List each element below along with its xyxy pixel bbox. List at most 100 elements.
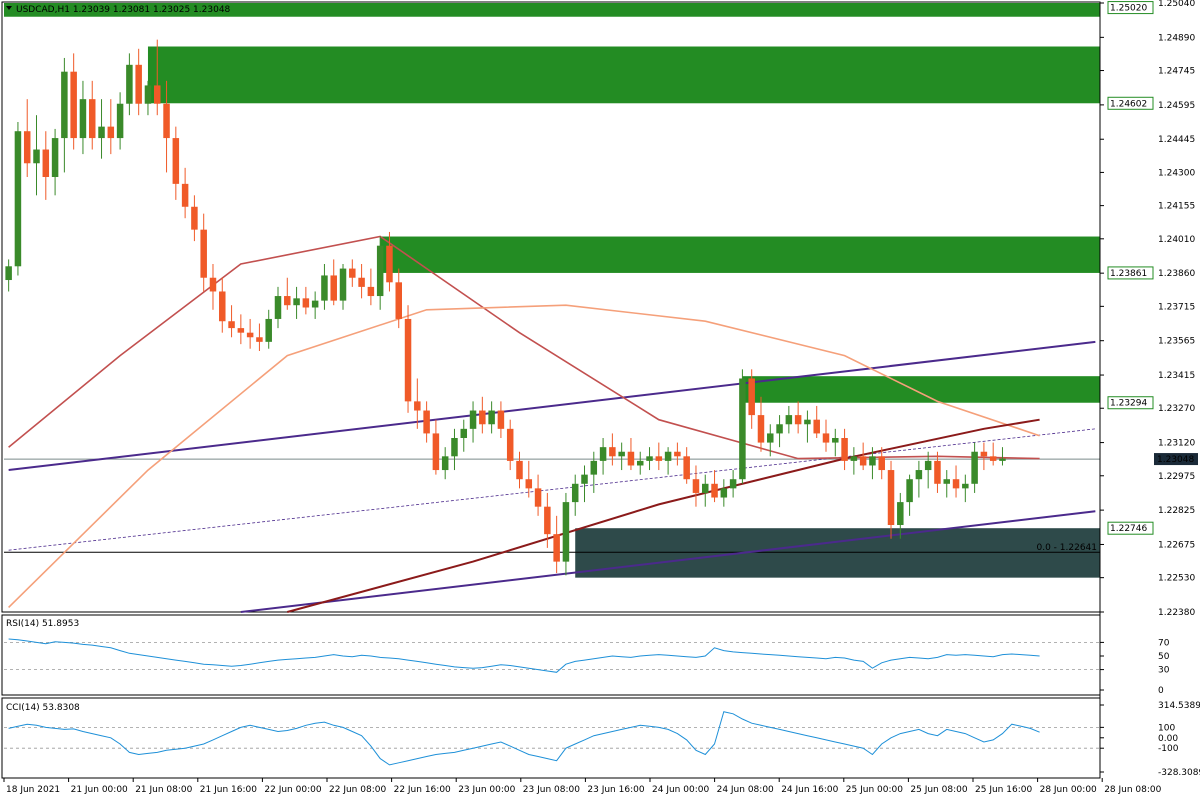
level-label: 1.23294 <box>1110 399 1147 409</box>
price-tick-label: 1.24595 <box>1158 101 1195 111</box>
candle-body <box>692 479 700 493</box>
candle-body <box>859 456 867 466</box>
zones-group <box>4 3 1101 578</box>
trendline-lower-channel <box>240 510 1096 613</box>
candle-body <box>172 138 180 184</box>
candle-body <box>739 378 746 480</box>
cci-title: CCI(14) 53.8308 <box>6 703 80 713</box>
time-tick-label: 18 Jun 2021 <box>6 785 60 795</box>
time-tick-label: 21 Jun 08:00 <box>135 785 192 795</box>
candle-body <box>404 318 412 402</box>
rsi-panel-frame <box>1 614 1101 696</box>
symbol-title: USDCAD,H1 1.23039 1.23081 1.23025 1.2304… <box>16 5 231 15</box>
candle-body <box>590 460 598 475</box>
price-tick-label: 1.23715 <box>1158 302 1195 312</box>
candle-body <box>367 286 375 297</box>
price-tick-label: 1.23270 <box>1158 404 1195 414</box>
price-axis: 1.25040 1.24890 1.24745 1.24595 1.24445 1.243… <box>1099 0 1200 778</box>
price-tick-label: 1.22675 <box>1158 540 1195 550</box>
candle-body <box>441 456 449 471</box>
cci-panel[interactable]: CCI(14) 53.8308 <box>1 697 1101 779</box>
candle-body <box>516 460 523 480</box>
candle-body <box>767 433 774 443</box>
candle-body <box>432 433 440 471</box>
rsi-content <box>4 638 1100 673</box>
candle-body <box>804 419 811 425</box>
price-tick-label: 1.24890 <box>1158 33 1195 43</box>
current-price-label: 1.23048 <box>1157 455 1194 465</box>
candle-body <box>488 410 495 425</box>
price-panel[interactable]: 1.25020 1.24602 1.23861 1.23294 1.22746 0.0 -… <box>1 1 1154 613</box>
price-tick-label: 1.24155 <box>1158 202 1195 212</box>
current-price-tag <box>1154 453 1198 466</box>
cci-panel-frame <box>1 697 1101 779</box>
candle-body <box>497 410 505 429</box>
candle-body <box>181 183 189 207</box>
candle-body <box>702 483 709 493</box>
price-tick-label: 1.23120 <box>1158 439 1195 449</box>
price-tick-label: 1.23565 <box>1158 337 1195 347</box>
trendlines-group <box>8 340 1096 613</box>
moving-average-ma_slow <box>287 418 1040 613</box>
candle-body <box>683 456 690 480</box>
triangle-down-icon[interactable] <box>6 6 12 10</box>
candle-body <box>627 451 635 466</box>
candle-body <box>51 138 59 177</box>
candle-body <box>358 277 365 287</box>
candle-body <box>887 470 895 525</box>
candle-body <box>711 483 718 498</box>
candle-body <box>794 415 802 425</box>
candle-body <box>832 438 839 443</box>
candle-body <box>61 71 68 139</box>
candle-body <box>897 502 904 525</box>
candle-body <box>237 328 245 333</box>
time-tick-label: 22 Jun 16:00 <box>394 785 451 795</box>
level-label-box <box>1107 266 1154 280</box>
price-tick-label: 1.23860 <box>1158 269 1195 279</box>
time-tick-label: 21 Jun 00:00 <box>71 785 128 795</box>
indicator-tick-label: -328.3089 <box>1158 768 1200 778</box>
price-tick-label: 1.24300 <box>1158 168 1195 178</box>
candle-body <box>943 479 950 484</box>
candle-body <box>609 447 616 457</box>
candle-body <box>33 149 40 164</box>
candle-body <box>414 401 421 411</box>
rsi-panel[interactable]: RSI(14) 51.8953 <box>1 614 1101 696</box>
time-tick-label: 25 Jun 16:00 <box>975 785 1032 795</box>
candle-body <box>116 103 124 139</box>
fib-zero-label: 0.0 - 1.22641 <box>1037 543 1098 553</box>
indicator-tick-label: 30 <box>1158 666 1170 676</box>
candle-body <box>293 298 300 306</box>
level-label-box <box>1107 1 1154 15</box>
candle-body <box>88 99 96 139</box>
indicator-line <box>8 638 1040 673</box>
indicator-tick-label: 70 <box>1158 638 1170 648</box>
candle-body <box>395 282 402 319</box>
candle-body <box>999 458 1006 461</box>
candle-body <box>386 245 393 283</box>
time-tick-label: 23 Jun 16:00 <box>587 785 644 795</box>
level-label: 1.24602 <box>1110 99 1147 109</box>
moving-average-ma_fast <box>8 235 1040 460</box>
candle-body <box>785 415 793 425</box>
time-tick-label: 23 Jun 08:00 <box>523 785 580 795</box>
candle-body <box>163 103 170 139</box>
candle-body <box>915 470 923 480</box>
candle-body <box>79 99 87 139</box>
candles-group <box>5 39 1006 576</box>
candle-body <box>228 321 235 329</box>
level-label: 1.23861 <box>1110 269 1147 279</box>
candle-body <box>14 131 22 267</box>
candle-body <box>200 229 207 278</box>
candle-body <box>339 268 347 301</box>
candle-body <box>748 378 755 416</box>
candle-body <box>599 447 607 461</box>
candle-body <box>878 456 885 471</box>
time-tick-label: 24 Jun 00:00 <box>652 785 709 795</box>
candle-body <box>850 456 858 461</box>
candle-body <box>989 456 997 461</box>
zone-demand-4 <box>575 528 1100 578</box>
candle-body <box>330 275 337 301</box>
candle-body <box>813 419 820 434</box>
